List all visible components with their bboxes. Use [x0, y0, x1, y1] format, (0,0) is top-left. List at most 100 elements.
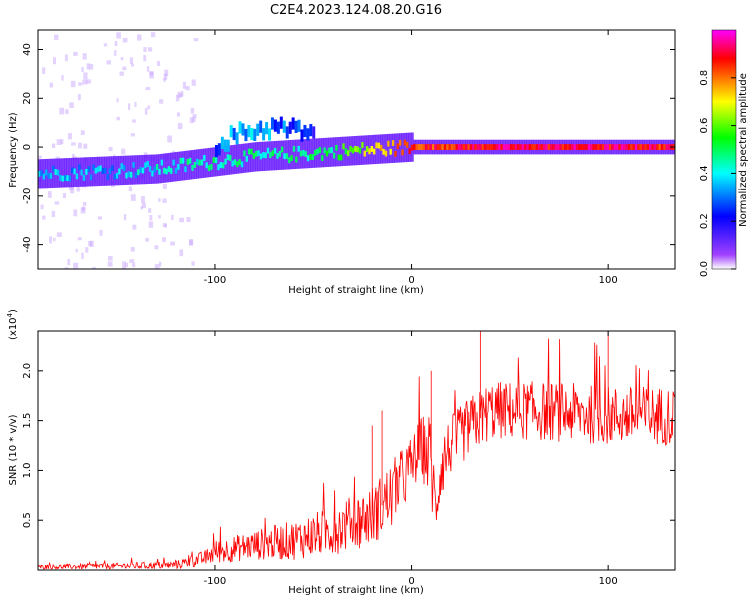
ridge-core [354, 145, 358, 152]
chart-title: C2E4.2023.124.08.20.G16 [270, 3, 442, 18]
noise-speckle [145, 87, 151, 91]
noise-speckle [140, 206, 143, 210]
upper-branch-cell [259, 120, 263, 133]
ridge-core [141, 167, 145, 174]
ridge-core [212, 157, 216, 163]
ridge-core [413, 144, 417, 150]
noise-speckle [88, 63, 94, 70]
noise-speckle [185, 86, 190, 91]
ridge-halo [236, 144, 240, 174]
ridge-core [488, 144, 492, 150]
ridge-core [431, 144, 435, 150]
ridge-halo [144, 154, 148, 185]
ridge-halo [295, 139, 299, 169]
colorbar-tick-label: 0.2 [699, 213, 710, 229]
ridge-core [594, 144, 598, 150]
upper-branch-cell [300, 129, 304, 142]
ridge-core [559, 144, 563, 150]
noise-speckle [159, 261, 162, 267]
ridge-core [493, 144, 497, 150]
noise-speckle [190, 107, 195, 114]
noise-speckle [189, 117, 194, 124]
noise-speckle [148, 221, 154, 228]
ridge-core [311, 154, 315, 160]
ridge-core [427, 144, 431, 150]
ridge-core [613, 144, 617, 150]
ridge-halo [240, 143, 244, 174]
noise-speckle [162, 183, 167, 189]
ridge-core [186, 158, 190, 165]
ridge-core [271, 150, 275, 157]
ridge-core [611, 144, 615, 150]
ridge-halo [401, 133, 405, 163]
upper-branch-cell [238, 121, 242, 134]
ridge-core [233, 159, 237, 166]
ridge-core [557, 144, 561, 150]
noise-speckle [65, 109, 69, 115]
noise-speckle [107, 255, 113, 261]
ridge-core [509, 144, 513, 150]
ridge-halo [394, 133, 398, 163]
ridge-core [188, 157, 192, 164]
ridge-core [59, 174, 63, 181]
ridge-core [198, 159, 202, 166]
ridge-core [422, 144, 426, 150]
noise-speckle [132, 262, 136, 268]
upper-branch-cell [217, 143, 221, 156]
noise-speckle [116, 98, 119, 103]
ridge-halo [92, 157, 96, 187]
noise-speckle [141, 196, 145, 204]
ridge-core [49, 172, 53, 179]
ridge-core [533, 144, 537, 150]
noise-speckle [130, 194, 136, 201]
noise-speckle [70, 186, 75, 194]
ridge-halo [273, 140, 277, 171]
spectrogram-marks [38, 32, 675, 269]
ridge-core [96, 166, 100, 173]
ridge-core [434, 144, 438, 150]
noise-speckle [128, 186, 133, 192]
snr-x-tick-label: -100 [204, 576, 227, 587]
noise-speckle [191, 79, 196, 86]
ridge-core [651, 144, 655, 150]
ridge-core [585, 144, 589, 150]
noise-speckle [175, 94, 180, 102]
snr-series-line [38, 338, 675, 570]
ridge-core [361, 142, 365, 148]
ridge-halo [247, 142, 251, 173]
ridge-core [568, 144, 572, 150]
ridge-core [644, 144, 648, 150]
ridge-core [115, 172, 119, 179]
noise-speckle [120, 56, 124, 61]
snr-y-tick-label: 0.5 [22, 512, 33, 528]
ridge-core [167, 166, 171, 172]
noise-speckle [179, 93, 183, 98]
spectrogram-x-tick-label: 100 [599, 275, 618, 286]
spectrogram-panel: -100 0 100 -40 -20 0 20 40 Height of straight l… [8, 29, 676, 296]
svg-text:(x104): (x104) [6, 309, 19, 340]
ridge-core [637, 144, 641, 150]
ridge-core [52, 165, 56, 172]
ridge-core [332, 152, 336, 159]
ridge-core [358, 147, 362, 154]
noise-speckle [86, 63, 90, 70]
upper-branch-cell [229, 125, 233, 138]
ridge-core [448, 144, 452, 150]
ridge-core [257, 150, 261, 157]
ridge-core [365, 146, 369, 152]
noise-speckle [38, 155, 42, 159]
upper-branch-cell [285, 126, 289, 139]
ridge-core [649, 144, 653, 150]
noise-speckle [177, 122, 181, 130]
ridge-core [634, 144, 638, 150]
ridge-core [236, 161, 240, 168]
ridge-halo [309, 138, 313, 169]
ridge-core [342, 143, 346, 150]
noise-speckle [77, 237, 82, 241]
noise-speckle [129, 259, 135, 263]
ridge-halo [170, 152, 174, 182]
ridge-halo [174, 152, 178, 182]
ridge-core [481, 144, 485, 150]
noise-speckle [149, 71, 154, 79]
ridge-core [382, 148, 386, 155]
